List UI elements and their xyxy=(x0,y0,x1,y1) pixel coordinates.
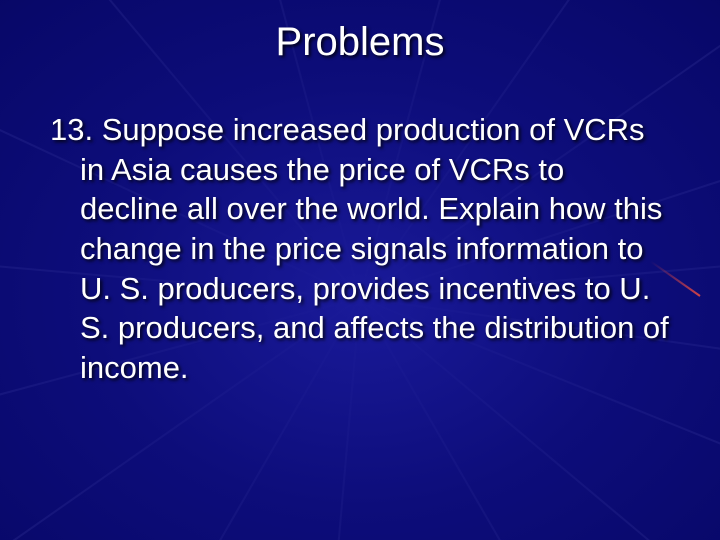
slide-title: Problems xyxy=(0,20,720,65)
item-number: 13. xyxy=(50,112,93,147)
slide-body: 13. Suppose increased production of VCRs… xyxy=(50,110,670,388)
slide: Problems 13. Suppose increased productio… xyxy=(0,0,720,540)
body-text: Suppose increased production of VCRs in … xyxy=(80,112,669,385)
